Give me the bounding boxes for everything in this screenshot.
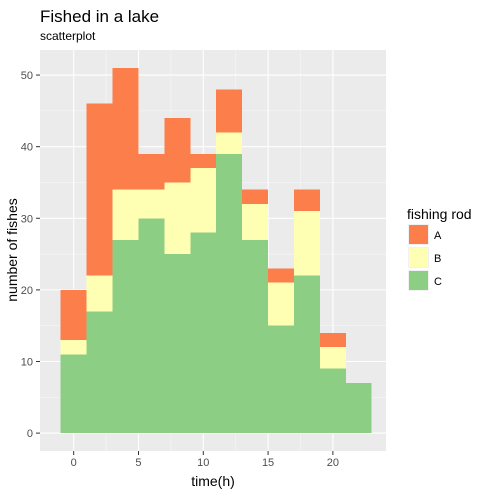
- chart-title: Fished in a lake: [40, 7, 159, 26]
- bar-segment-c: [319, 368, 346, 434]
- bar-segment-b: [216, 132, 243, 154]
- y-axis-ticks: 0 10 20 30 40 50: [21, 70, 40, 440]
- legend-label-a: A: [434, 230, 442, 242]
- bar-segment-a: [242, 189, 269, 204]
- y-tick-label: 20: [21, 285, 33, 297]
- bar-segment-a: [86, 103, 113, 276]
- bar-segment-b: [319, 347, 346, 369]
- bar-segment-c: [190, 232, 217, 434]
- y-tick-label: 10: [21, 356, 33, 368]
- bar-segment-a: [216, 89, 243, 133]
- bar-segment-b: [242, 203, 269, 240]
- bar-segment-c: [138, 218, 165, 434]
- x-axis-title: time(h): [191, 473, 235, 489]
- legend-label-c: C: [434, 276, 442, 288]
- bar-segment-c: [112, 239, 139, 434]
- y-tick-label: 0: [27, 428, 33, 440]
- x-axis-ticks: 0 5 10 15 20: [71, 451, 339, 469]
- legend-items: ABC: [408, 224, 442, 291]
- x-tick-label: 0: [71, 457, 77, 469]
- x-tick-label: 5: [135, 457, 141, 469]
- bar-segment-b: [138, 189, 165, 219]
- bar-segment-b: [190, 168, 217, 233]
- bar-segment-c: [293, 275, 320, 434]
- bar-segment-c: [164, 254, 191, 434]
- bar-segment-b: [86, 275, 113, 312]
- bar-segment-b: [293, 211, 320, 276]
- legend-swatch-a: [409, 225, 428, 244]
- y-tick-label: 30: [21, 213, 33, 225]
- bar-segment-c: [345, 382, 372, 434]
- x-tick-label: 20: [327, 457, 339, 469]
- bar-segment-a: [164, 118, 191, 183]
- bar-segment-a: [112, 67, 139, 190]
- stacked-bars: [60, 67, 372, 434]
- bar-segment-c: [86, 311, 113, 434]
- legend-swatch-b: [409, 248, 428, 267]
- x-tick-label: 15: [262, 457, 274, 469]
- x-tick-label: 10: [197, 457, 209, 469]
- bar-segment-a: [319, 332, 346, 348]
- bar-segment-b: [164, 182, 191, 255]
- bar-segment-a: [60, 289, 87, 341]
- bar-segment-c: [60, 354, 87, 434]
- bar-segment-c: [216, 153, 243, 434]
- bar-segment-a: [268, 268, 294, 283]
- legend-title: fishing rod: [407, 206, 472, 222]
- y-tick-label: 40: [21, 142, 33, 154]
- bar-segment-a: [138, 153, 165, 190]
- legend: fishing rod ABC: [407, 206, 472, 291]
- chart-subtitle: scatterplot: [40, 29, 96, 43]
- bar-segment-b: [112, 189, 139, 240]
- bar-segment-a: [190, 153, 217, 169]
- bar-segment-c: [242, 239, 269, 434]
- bar-segment-b: [60, 340, 87, 355]
- legend-swatch-c: [409, 271, 428, 290]
- y-axis-title: number of fishes: [4, 198, 20, 302]
- bar-segment-c: [268, 325, 294, 434]
- y-tick-label: 50: [21, 70, 33, 82]
- bar-segment-a: [293, 189, 320, 212]
- legend-label-b: B: [434, 253, 441, 265]
- bar-segment-b: [268, 282, 294, 326]
